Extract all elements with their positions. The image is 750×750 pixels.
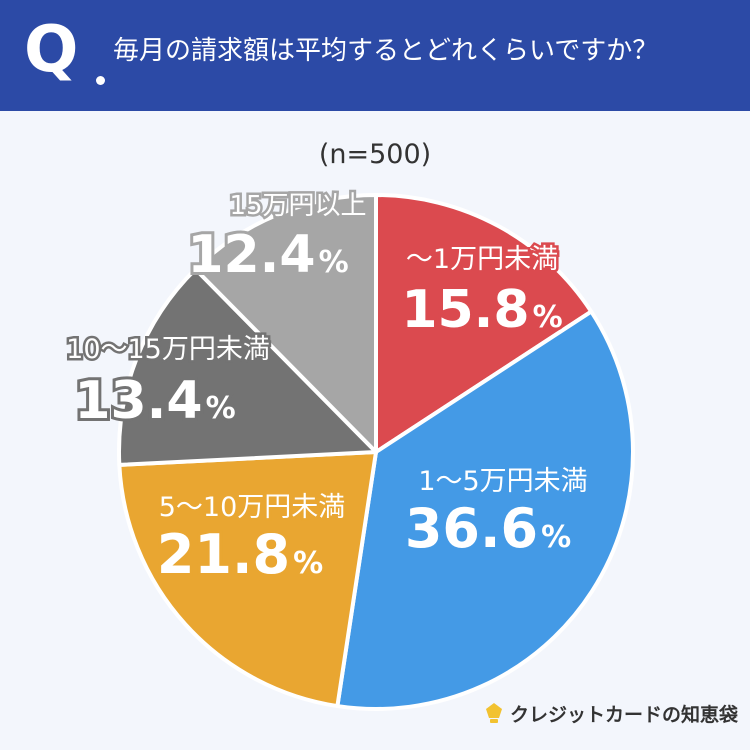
- pie-slice: [193, 193, 378, 454]
- brand-name: クレジットカードの知恵袋: [510, 703, 739, 726]
- slice-value-label: 13.4%: [74, 371, 235, 431]
- question-text: 毎月の請求額は平均するとどれくらいですか？: [113, 36, 659, 66]
- q-dot: [96, 76, 105, 85]
- pie-slice: [116, 267, 378, 467]
- question-header: Q 毎月の請求額は平均するとどれくらいですか？: [0, 0, 750, 111]
- brand-logo: クレジットカードの知恵袋: [484, 698, 738, 728]
- pie-slice: [117, 450, 378, 709]
- slice-label: 15万円以上: [229, 191, 366, 221]
- slice-label: 10〜15万円未満: [66, 334, 270, 365]
- slice-label: 5〜10万円未満: [159, 492, 346, 523]
- slice-value-label: 15.8%: [401, 280, 562, 340]
- pie-slices: [116, 193, 635, 711]
- q-mark: Q: [24, 13, 79, 87]
- slice-value-label: 12.4%: [187, 225, 348, 285]
- pie-slice: [374, 193, 594, 454]
- slice-label: 〜1万円未満: [406, 244, 558, 275]
- slice-value-label: 21.8%: [157, 523, 323, 586]
- sample-size-label: (n=500): [318, 139, 432, 170]
- slice-value-label: 36.6%: [405, 497, 571, 560]
- pie-slice: [335, 309, 635, 711]
- slice-label: 1〜5万円未満: [418, 466, 587, 497]
- lightbulb-icon: [486, 703, 502, 723]
